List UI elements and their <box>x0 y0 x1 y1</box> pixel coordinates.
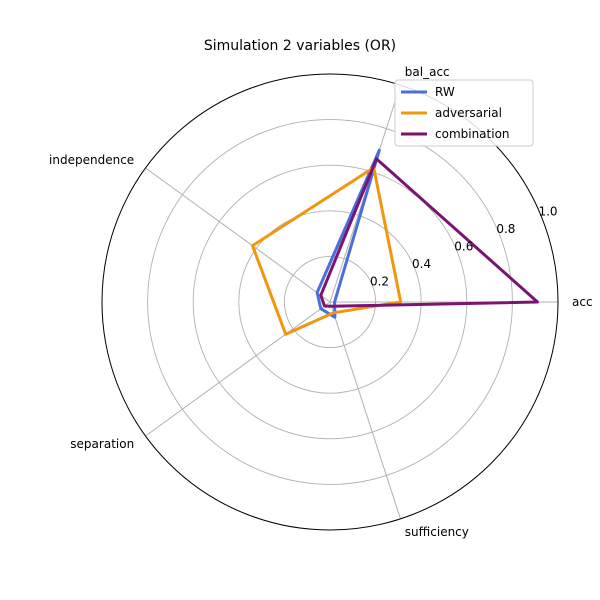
legend-box <box>394 79 534 147</box>
grid <box>101 73 559 531</box>
legend-label-RW: RW <box>435 85 455 99</box>
grid-ring <box>238 210 422 394</box>
axis-labels: acc bal_acc independence separation sufficie… <box>49 65 593 539</box>
series-combination <box>319 157 539 308</box>
spoke-separation <box>145 301 331 437</box>
grid-ring <box>101 73 559 531</box>
r-tick-label: 0.6 <box>454 240 473 254</box>
axis-label-independence: independence <box>49 153 134 167</box>
axis-label-acc: acc <box>572 295 593 309</box>
spoke-independence <box>145 167 331 303</box>
r-tick-label: 0.8 <box>496 222 515 236</box>
axis-label-bal_acc: bal_acc <box>405 65 450 79</box>
chart-title: Simulation 2 variables (OR) <box>204 38 396 54</box>
series-layer <box>251 148 539 336</box>
spoke-sufficiency <box>329 301 401 519</box>
grid-ring <box>283 255 377 349</box>
r-tick-label: 1.0 <box>538 205 557 219</box>
legend: RW adversarial combination <box>394 79 534 147</box>
series-adversarial <box>251 166 403 336</box>
axis-label-separation: separation <box>70 437 134 451</box>
r-tick-label: 0.2 <box>370 275 389 289</box>
axis-label-sufficiency: sufficiency <box>405 525 469 539</box>
legend-label-adversarial: adversarial <box>435 106 502 120</box>
r-tick-label: 0.4 <box>412 257 431 271</box>
legend-label-combination: combination <box>435 127 510 141</box>
series-RW <box>315 148 381 319</box>
